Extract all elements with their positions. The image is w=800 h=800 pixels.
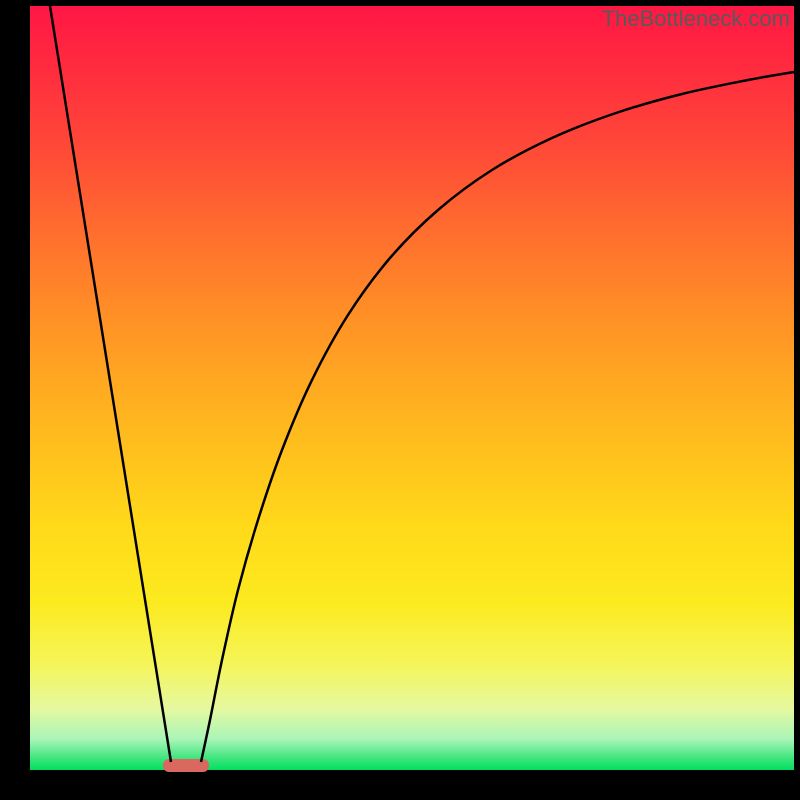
watermark-text: TheBottleneck.com [602,6,790,32]
bottleneck-chart: TheBottleneck.com [0,0,800,800]
chart-svg [0,0,800,800]
chart-background [30,6,794,770]
